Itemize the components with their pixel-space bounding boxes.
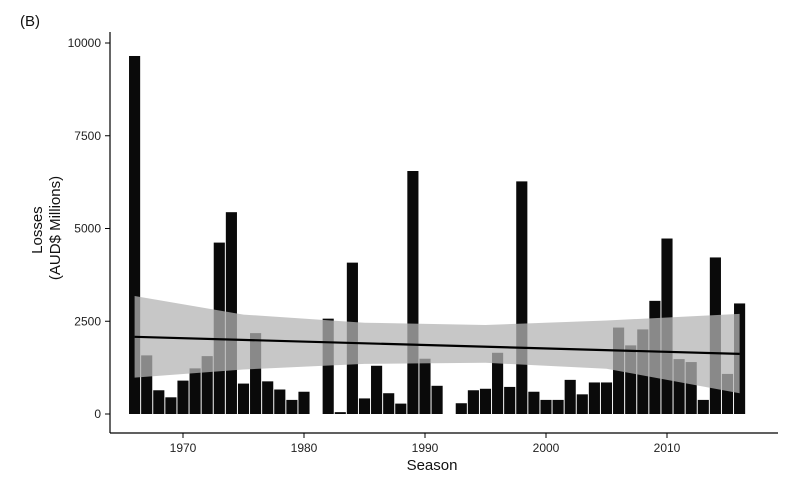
y-tick-label: 2500 — [74, 314, 101, 328]
bar — [455, 403, 467, 414]
trend-line-layer — [134, 335, 740, 355]
y-tick-label: 5000 — [74, 222, 101, 236]
bar — [576, 394, 588, 414]
bar — [274, 389, 286, 414]
bar — [528, 391, 540, 414]
bar — [685, 362, 697, 414]
x-tick-label: 1980 — [291, 441, 318, 455]
bar — [262, 381, 274, 414]
bar — [286, 399, 298, 414]
bar — [564, 379, 576, 414]
bar — [383, 393, 395, 414]
bar — [177, 380, 189, 414]
bar — [298, 391, 310, 414]
y-axis-title-line-1: Losses — [29, 206, 46, 254]
bar — [504, 386, 516, 414]
bar — [129, 55, 141, 415]
bar — [201, 356, 213, 414]
bar — [237, 383, 250, 414]
bar — [407, 171, 419, 414]
bar — [334, 412, 346, 414]
y-axis-title-line-2: (AUD$ Millions) — [47, 176, 64, 280]
bar — [673, 359, 685, 414]
bar — [371, 365, 383, 414]
bar — [600, 382, 613, 414]
bar — [395, 403, 407, 414]
bar — [189, 368, 201, 414]
bar — [540, 399, 552, 414]
bar — [467, 390, 479, 414]
y-ticks: 0 2500 5000 7500 10000 — [68, 36, 110, 421]
bar — [588, 382, 600, 414]
x-tick-label: 2010 — [654, 441, 681, 455]
bar — [165, 397, 177, 414]
bar — [625, 345, 637, 414]
bar — [479, 388, 492, 414]
y-tick-label: 7500 — [74, 129, 101, 143]
bar — [419, 358, 431, 414]
bar — [431, 385, 443, 414]
bar — [250, 333, 262, 414]
x-tick-label: 2000 — [533, 441, 560, 455]
bar — [697, 399, 709, 414]
panel-label: (B) — [20, 13, 40, 30]
bar — [492, 352, 504, 414]
y-tick-label: 10000 — [68, 36, 102, 50]
trend-line — [134, 335, 740, 355]
x-tick-label: 1990 — [412, 441, 439, 455]
bar — [721, 373, 734, 414]
bar — [322, 318, 334, 414]
x-tick-label: 1970 — [170, 441, 197, 455]
bar — [153, 390, 165, 414]
y-tick-label: 0 — [94, 407, 101, 421]
bar — [358, 398, 371, 414]
x-axis-title: Season — [407, 457, 458, 474]
x-ticks: 1970 1980 1990 2000 2010 — [170, 433, 681, 455]
bar — [552, 399, 564, 414]
bar — [141, 355, 153, 414]
bar — [516, 181, 528, 414]
y-axis-title: Losses (AUD$ Millions) — [29, 176, 64, 280]
